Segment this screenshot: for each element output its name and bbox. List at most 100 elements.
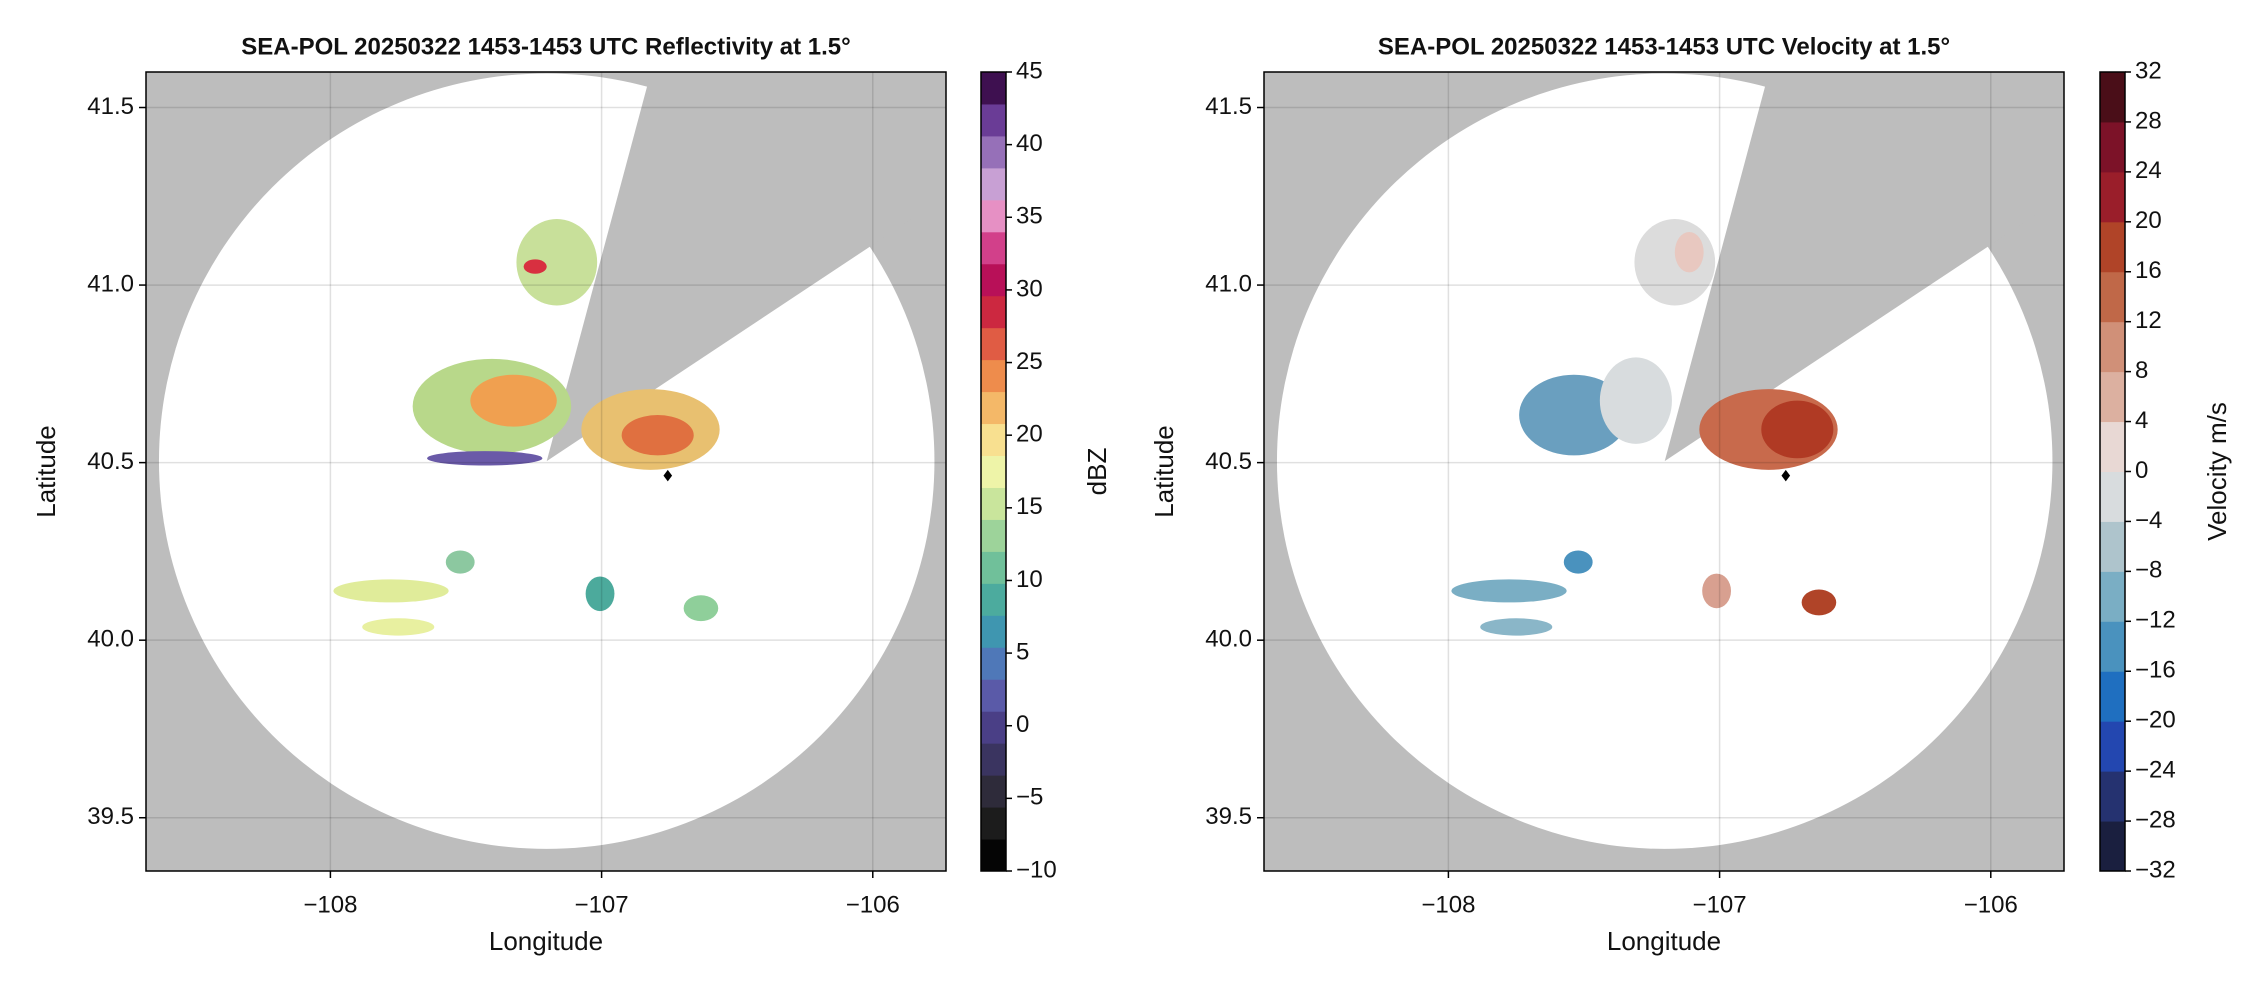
- colorbar-band: [2100, 721, 2125, 772]
- colorbar-band: [2100, 821, 2125, 872]
- colorbar-band: [981, 423, 1006, 457]
- colorbar-frame: [2099, 71, 2126, 872]
- colorbar-tick-label: −5: [1016, 784, 1043, 811]
- colorbar-band: [981, 327, 1006, 361]
- colorbar-tick-label: −8: [2135, 557, 2162, 584]
- colorbar-band: [981, 167, 1006, 201]
- colorbar-band: [2100, 521, 2125, 572]
- x-axis-label: Longitude: [489, 926, 603, 956]
- y-tick-label: 40.0: [87, 626, 134, 653]
- colorbar-band: [2100, 321, 2125, 373]
- x-tick-label: −108: [1421, 891, 1475, 918]
- y-axis-label: Latitude: [31, 425, 61, 518]
- colorbar-tick-label: 24: [2135, 157, 2162, 184]
- chart-title: SEA-POL 20250322 1453-1453 UTC Velocity …: [1378, 33, 1950, 60]
- colorbar-band: [981, 679, 1006, 712]
- colorbar-tick-label: 10: [1016, 566, 1043, 593]
- colorbar-band: [981, 615, 1006, 648]
- x-tick-label: −107: [1693, 891, 1747, 918]
- colorbar-tick-label: 8: [2135, 357, 2148, 384]
- colorbar-band: [981, 263, 1006, 297]
- colorbar-tick-label: 20: [2135, 207, 2162, 234]
- y-tick-label: 39.5: [87, 803, 134, 830]
- colorbar-band: [2100, 771, 2125, 822]
- colorbar-band: [981, 199, 1006, 233]
- colorbar-tick-label: 12: [2135, 307, 2162, 334]
- colorbar-band: [2100, 471, 2125, 522]
- axes-frame: [1263, 71, 2065, 872]
- colorbar-tick-label: 40: [1016, 130, 1043, 157]
- colorbar-band: [2100, 221, 2125, 273]
- colorbar-tick-label: 0: [1016, 711, 1029, 738]
- colorbar-band: [2100, 171, 2125, 223]
- colorbar-band: [981, 231, 1006, 265]
- colorbar-tick-label: −16: [2135, 657, 2176, 684]
- y-tick-label: 41.0: [87, 270, 134, 297]
- colorbar-tick-label: −20: [2135, 707, 2176, 734]
- colorbar-tick-label: 4: [2135, 407, 2148, 434]
- colorbar-tick-label: 25: [1016, 348, 1043, 375]
- colorbar-frame: [980, 71, 1007, 872]
- colorbar-band: [2100, 571, 2125, 622]
- x-axis-label: Longitude: [1607, 926, 1721, 956]
- y-tick-label: 40.5: [87, 448, 134, 475]
- colorbar-tick-label: −24: [2135, 756, 2176, 783]
- colorbar-band: [2100, 421, 2125, 472]
- colorbar-tick-label: −10: [1016, 856, 1057, 883]
- colorbar-band: [981, 103, 1006, 137]
- colorbar-band: [2100, 121, 2125, 173]
- colorbar-band: [981, 583, 1006, 616]
- y-tick-label: 39.5: [1205, 803, 1252, 830]
- colorbar-label: dBZ: [1082, 448, 1112, 496]
- colorbar-band: [2100, 72, 2125, 123]
- y-tick-label: 40.0: [1205, 626, 1252, 653]
- x-tick-label: −106: [1964, 891, 2018, 918]
- chart-title: SEA-POL 20250322 1453-1453 UTC Reflectiv…: [241, 33, 850, 60]
- colorbar-band: [2100, 621, 2125, 672]
- colorbar-tick-label: 5: [1016, 638, 1029, 665]
- colorbar-tick-label: −4: [2135, 507, 2162, 534]
- x-tick-label: −108: [303, 891, 357, 918]
- radar-field: [1264, 72, 2064, 871]
- colorbar-tick-label: 30: [1016, 275, 1043, 302]
- colorbar-band: [981, 455, 1006, 488]
- y-tick-label: 41.5: [1205, 93, 1252, 120]
- colorbar-band: [981, 775, 1006, 808]
- colorbar-band: [981, 647, 1006, 680]
- colorbar-band: [981, 487, 1006, 520]
- colorbar-tick-label: −28: [2135, 806, 2176, 833]
- colorbar-tick-label: 45: [1016, 57, 1043, 84]
- axes-frame: [145, 71, 947, 872]
- colorbar-band: [981, 807, 1006, 840]
- colorbar-band: [2100, 271, 2125, 323]
- colorbar-tick-label: 0: [2135, 457, 2148, 484]
- colorbar-band: [981, 839, 1006, 872]
- colorbar-tick-label: 20: [1016, 421, 1043, 448]
- radar-field: [146, 72, 946, 871]
- colorbar-label: Velocity m/s: [2202, 402, 2232, 541]
- colorbar-tick-label: 16: [2135, 257, 2162, 284]
- colorbar-band: [981, 135, 1006, 169]
- y-tick-label: 40.5: [1205, 448, 1252, 475]
- colorbar-band: [981, 519, 1006, 552]
- colorbar-tick-label: −12: [2135, 607, 2176, 634]
- colorbar-tick-label: 15: [1016, 493, 1043, 520]
- colorbar-band: [981, 551, 1006, 584]
- colorbar-tick-label: 28: [2135, 107, 2162, 134]
- y-axis-label: Latitude: [1149, 425, 1179, 518]
- colorbar-band: [981, 391, 1006, 425]
- x-tick-label: −107: [575, 891, 629, 918]
- colorbar-band: [2100, 371, 2125, 423]
- colorbar-tick-label: 32: [2135, 57, 2162, 84]
- colorbar-band: [981, 743, 1006, 776]
- colorbar-band: [981, 72, 1006, 105]
- colorbar-band: [981, 711, 1006, 744]
- colorbar-tick-label: 35: [1016, 203, 1043, 230]
- colorbar-band: [2100, 671, 2125, 722]
- y-tick-label: 41.5: [87, 93, 134, 120]
- colorbar-band: [981, 295, 1006, 329]
- y-tick-label: 41.0: [1205, 270, 1252, 297]
- colorbar-band: [981, 359, 1006, 393]
